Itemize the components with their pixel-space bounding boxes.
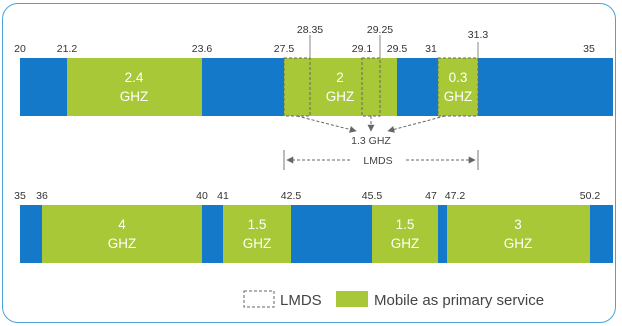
- tick-label: 23.6: [192, 43, 213, 55]
- tick-label: 35: [14, 190, 26, 202]
- band-label: GHZ: [108, 236, 137, 251]
- arrow-from-box-3: [387, 115, 446, 133]
- tick-label: 29.1: [352, 43, 373, 55]
- tick-label: 28.35: [297, 24, 323, 36]
- green-band-1.5-a: [223, 205, 291, 263]
- tick-label: 47: [425, 190, 437, 202]
- band-label: 1.5: [248, 217, 267, 232]
- band-label: GHZ: [243, 236, 272, 251]
- band-label: GHZ: [391, 236, 420, 251]
- tick-label: 36: [36, 190, 48, 202]
- legend: LMDS Mobile as primary service: [243, 290, 544, 309]
- band-label: GHZ: [444, 89, 473, 104]
- band-label: GHZ: [326, 89, 355, 104]
- band-label: 2: [336, 70, 344, 85]
- tick-label: 29.5: [387, 43, 408, 55]
- top-spectrum-row: 20 21.2 23.6 27.5 28.35 29.1 29.25 29.5 …: [14, 24, 613, 117]
- band-label: 0.3: [449, 70, 468, 85]
- lmds-range-label: LMDS: [363, 155, 392, 167]
- bottom-spectrum-row: 35 36 40 41 42.5 45.5 47 47.2 50.2 4 GHZ…: [14, 190, 613, 263]
- tick-label: 29.25: [367, 24, 393, 36]
- tick-label: 42.5: [281, 190, 302, 202]
- tick-label: 35: [583, 43, 595, 55]
- green-band-3: [447, 205, 590, 263]
- tick-label: 31: [425, 43, 437, 55]
- arrow-from-box-1: [296, 115, 357, 133]
- green-band-2: [284, 58, 397, 116]
- band-label: 1.5: [396, 217, 415, 232]
- green-band-4: [42, 205, 202, 263]
- total-lmds-label: 1.3 GHZ: [351, 135, 391, 147]
- tick-label: 40: [196, 190, 208, 202]
- legend-mobile-label: Mobile as primary service: [374, 292, 544, 309]
- tick-label: 31.3: [468, 29, 489, 41]
- band-label: 3: [514, 217, 522, 232]
- tick-label: 41: [217, 190, 229, 202]
- band-label: GHZ: [120, 89, 149, 104]
- lmds-annotation: 1.3 GHZ LMDS: [283, 115, 479, 170]
- tick-label: 45.5: [362, 190, 383, 202]
- tick-label: 20: [14, 43, 26, 55]
- green-band-1.5-b: [372, 205, 438, 263]
- diagram-frame: [2, 3, 616, 323]
- band-label: GHZ: [504, 236, 533, 251]
- tick-label: 50.2: [580, 190, 601, 202]
- legend-lmds-swatch: [243, 290, 275, 308]
- green-band-0.3: [438, 58, 478, 116]
- legend-lmds-label: LMDS: [280, 292, 322, 309]
- tick-label: 27.5: [274, 43, 295, 55]
- tick-label: 21.2: [57, 43, 78, 55]
- lmds-box-3: [437, 57, 479, 117]
- band-label: 2.4: [125, 70, 144, 85]
- tick-label: 47.2: [445, 190, 466, 202]
- green-band-2.4: [67, 58, 202, 116]
- legend-mobile-swatch: [336, 291, 368, 307]
- band-label: 4: [118, 217, 126, 232]
